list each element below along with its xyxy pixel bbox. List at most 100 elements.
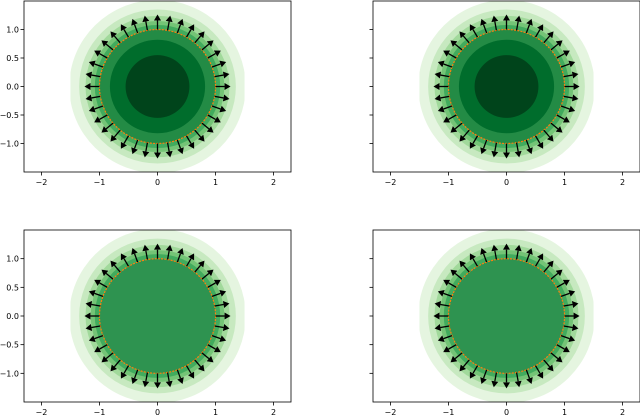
quiver-arrow bbox=[201, 40, 214, 51]
quiver-arrow bbox=[142, 142, 150, 158]
quiver-arrow bbox=[142, 372, 150, 388]
quiver-arrow bbox=[94, 114, 108, 123]
quiver-arrow bbox=[110, 359, 121, 372]
quiver-arrow bbox=[165, 15, 173, 31]
quiver-arrow bbox=[154, 243, 161, 259]
quiver-arrow bbox=[185, 135, 195, 149]
quiver-arrow bbox=[85, 71, 101, 79]
quiver-arrow bbox=[211, 290, 227, 298]
contour-fill bbox=[24, 230, 291, 402]
quiver-arrow bbox=[154, 373, 161, 389]
quiver-arrow bbox=[131, 248, 139, 263]
quiver-arrow bbox=[120, 253, 130, 267]
quiver-arrow bbox=[207, 50, 221, 59]
quiver-arrow bbox=[514, 244, 522, 260]
quiver-arrow bbox=[194, 260, 205, 273]
quiver-arrow bbox=[550, 40, 563, 51]
quiver-arrow bbox=[564, 312, 580, 320]
quiver-arrow bbox=[443, 50, 457, 59]
quiver-arrow bbox=[185, 24, 195, 38]
quiver-arrow bbox=[503, 243, 510, 259]
quiver-arrow bbox=[459, 260, 470, 273]
quiver-arrows bbox=[433, 14, 580, 159]
quiver-arrow bbox=[525, 248, 533, 263]
quiver-arrow bbox=[534, 253, 544, 267]
domain-mask bbox=[244, 230, 291, 402]
x-tick-label: 2 bbox=[271, 178, 276, 187]
y-tick-label: −0.5 bbox=[0, 111, 19, 120]
quiver-arrow bbox=[84, 83, 100, 90]
quiver-arrow bbox=[194, 129, 205, 142]
quiver-arrow bbox=[433, 83, 449, 90]
quiver-arrow bbox=[514, 15, 522, 31]
quiver-arrow bbox=[101, 352, 114, 363]
quiver-arrow bbox=[469, 24, 479, 38]
quiver-arrow bbox=[154, 143, 161, 159]
y-tick-label: 1.0 bbox=[6, 26, 19, 35]
x-tick-label: −2 bbox=[385, 408, 397, 415]
quiver-arrow bbox=[534, 135, 544, 149]
x-tick-label: −2 bbox=[36, 408, 48, 415]
quiver-arrow bbox=[131, 139, 139, 155]
quiver-arrow bbox=[88, 334, 104, 342]
domain-mask bbox=[593, 230, 640, 402]
quiver-arrow bbox=[543, 359, 554, 372]
domain-mask bbox=[24, 1, 71, 172]
x-tick-label: −1 bbox=[443, 408, 455, 415]
quiver-arrow bbox=[201, 122, 214, 133]
quiver-arrow bbox=[176, 369, 184, 384]
quiver-arrow bbox=[560, 334, 576, 342]
quiver-arrow bbox=[433, 312, 449, 320]
quiver-arrow bbox=[480, 248, 488, 263]
quiver-arrow bbox=[88, 290, 104, 298]
quiver-arrow bbox=[207, 279, 221, 288]
quiver-arrow bbox=[503, 373, 510, 389]
quiver-arrow bbox=[469, 253, 479, 267]
quiver-arrow bbox=[207, 344, 221, 353]
quiver-arrow bbox=[434, 94, 450, 102]
contour-fill bbox=[373, 230, 640, 402]
quiver-arrow bbox=[165, 372, 173, 388]
quiver-arrow bbox=[443, 114, 457, 123]
quiver-arrow bbox=[176, 248, 184, 263]
quiver-arrow bbox=[110, 129, 121, 142]
quiver-arrow bbox=[459, 31, 470, 44]
quiver-arrow bbox=[480, 18, 488, 34]
contour-level bbox=[474, 55, 539, 118]
x-tick-label: 1 bbox=[562, 178, 567, 187]
quiver-arrow bbox=[514, 142, 522, 158]
quiver-arrow bbox=[563, 301, 579, 308]
quiver-arrow bbox=[491, 142, 499, 158]
quiver-arrows bbox=[433, 243, 580, 389]
quiver-arrow bbox=[94, 344, 108, 353]
quiver-arrows bbox=[84, 14, 231, 159]
x-tick-label: 1 bbox=[213, 408, 218, 415]
quiver-arrow bbox=[120, 24, 130, 38]
contour-fill bbox=[24, 1, 291, 172]
quiver-arrow bbox=[503, 14, 510, 30]
quiver-arrow bbox=[450, 352, 463, 363]
quiver-arrow bbox=[94, 279, 108, 288]
quiver-arrow bbox=[556, 279, 570, 288]
x-tick-label: 2 bbox=[620, 408, 625, 415]
quiver-arrow bbox=[120, 365, 130, 379]
quiver-arrow bbox=[110, 31, 121, 44]
quiver-arrow bbox=[142, 244, 150, 260]
quiver-arrow bbox=[450, 122, 463, 133]
quiver-arrow bbox=[563, 94, 579, 102]
x-tick-label: −1 bbox=[443, 178, 455, 187]
quiver-arrow bbox=[85, 301, 101, 308]
quiver-arrow bbox=[443, 344, 457, 353]
x-tick-label: −1 bbox=[94, 178, 106, 187]
domain-mask bbox=[593, 1, 640, 172]
quiver-arrow bbox=[101, 40, 114, 51]
quiver-arrow bbox=[450, 40, 463, 51]
quiver-arrow bbox=[543, 31, 554, 44]
quiver-arrow bbox=[207, 114, 221, 123]
domain-mask bbox=[244, 1, 291, 172]
y-tick-label: −0.5 bbox=[0, 341, 19, 350]
quiver-arrow bbox=[101, 122, 114, 133]
quiver-arrow bbox=[491, 244, 499, 260]
quiver-arrow bbox=[211, 60, 227, 68]
